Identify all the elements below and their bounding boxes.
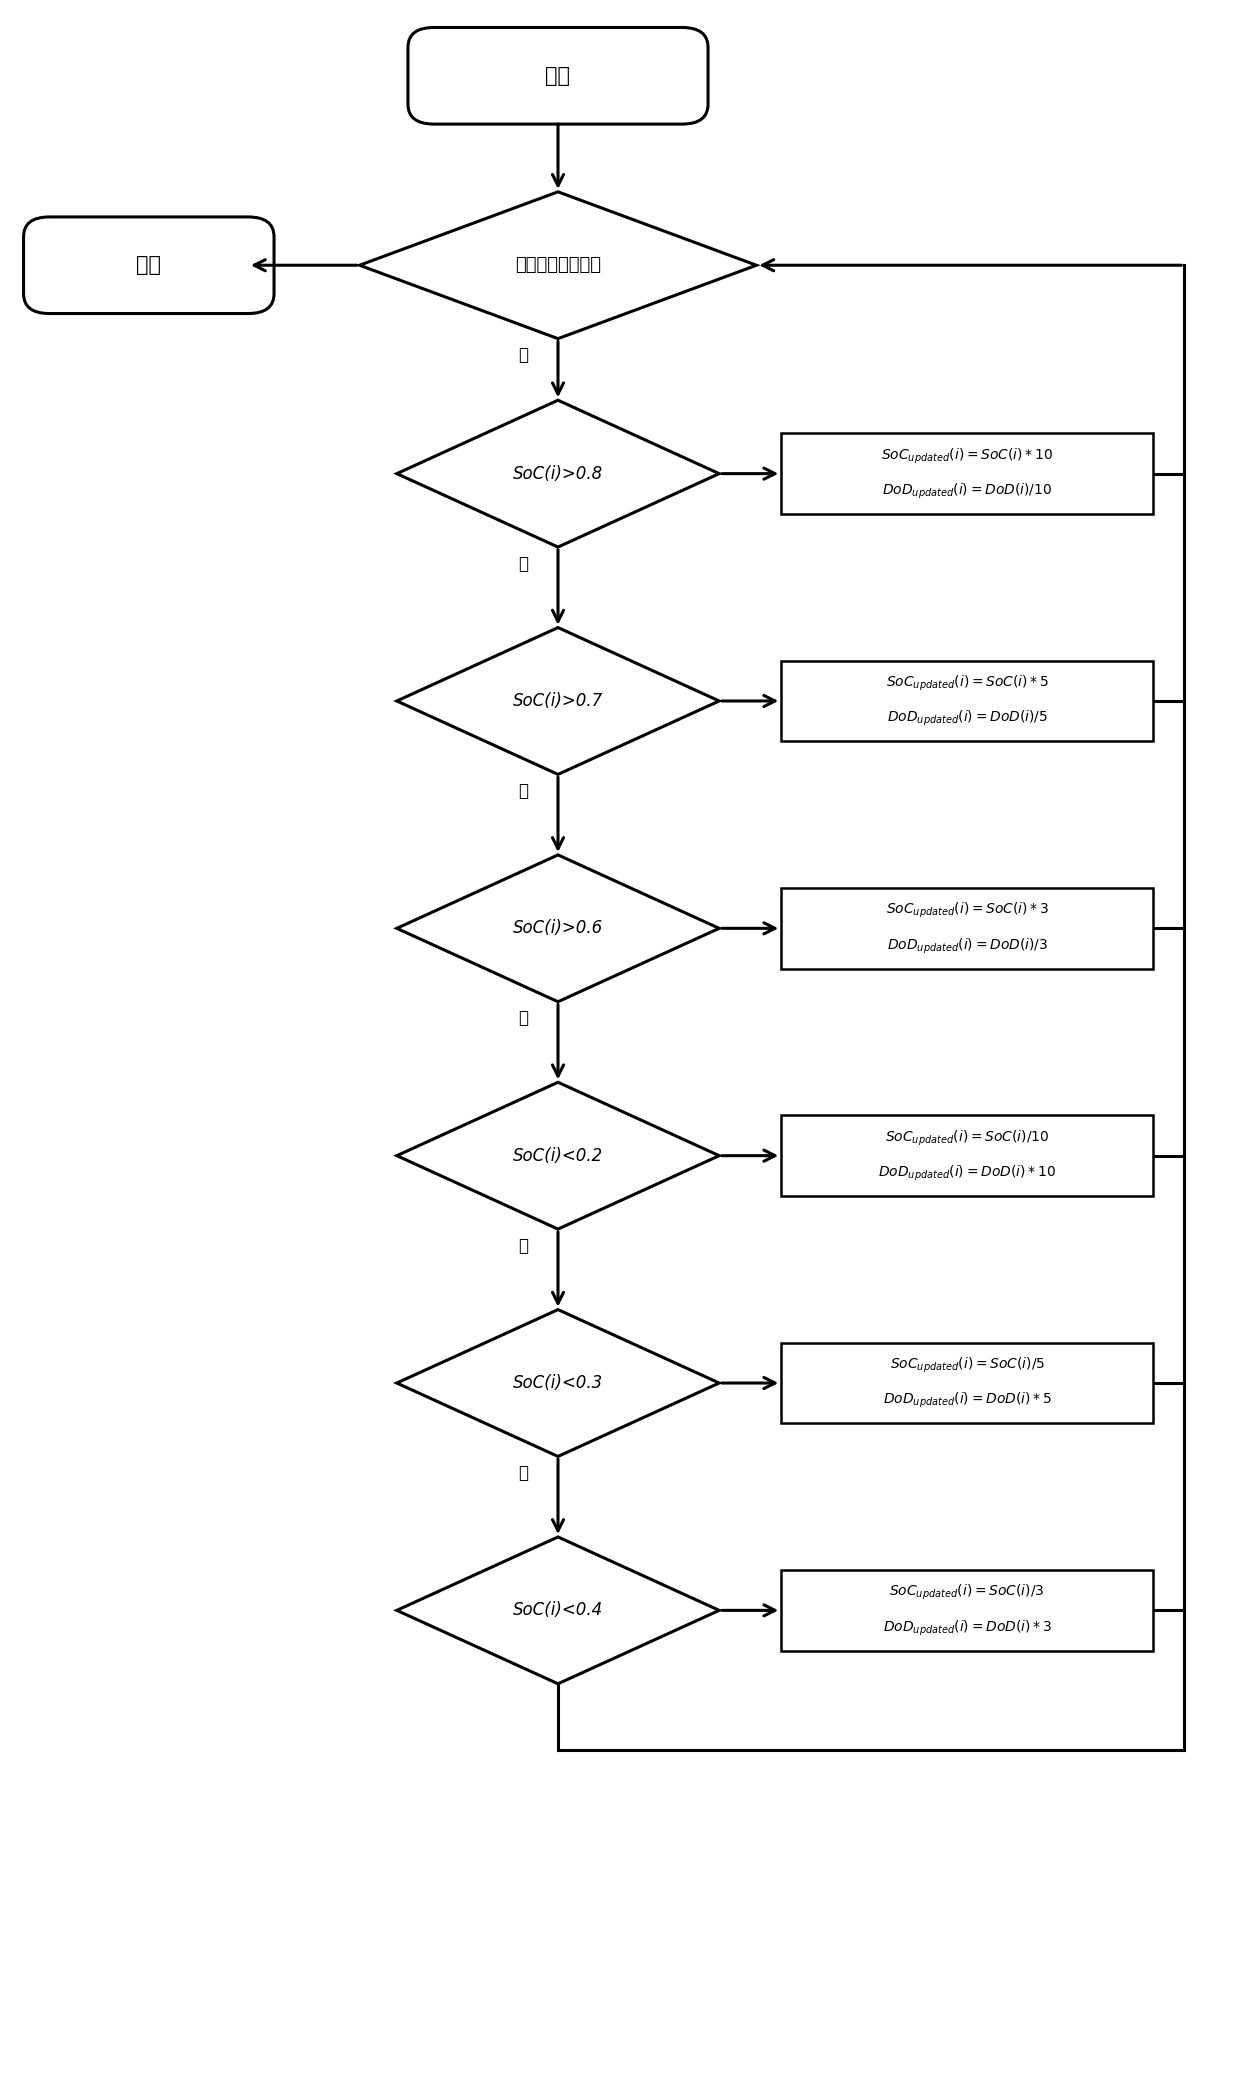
Polygon shape	[397, 1538, 719, 1684]
Text: 开始: 开始	[546, 67, 570, 85]
Text: $SoC_{updated}(i)=SoC(i)*5$: $SoC_{updated}(i)=SoC(i)*5$	[885, 673, 1049, 692]
Text: $DoD_{updated}(i)=DoD(i)*3$: $DoD_{updated}(i)=DoD(i)*3$	[883, 1619, 1052, 1638]
Text: $DoD_{updated}(i)=DoD(i)/5$: $DoD_{updated}(i)=DoD(i)/5$	[887, 709, 1048, 727]
Text: SoC(i)<0.4: SoC(i)<0.4	[513, 1601, 603, 1619]
Bar	[781, 1115, 1153, 1196]
Text: 否: 否	[518, 1236, 528, 1255]
Bar	[781, 661, 1153, 742]
Text: 否: 否	[518, 346, 528, 365]
Text: SoC(i)>0.7: SoC(i)>0.7	[513, 692, 603, 711]
Text: 否: 否	[518, 1009, 528, 1027]
Text: 是否完成所有更新: 是否完成所有更新	[515, 256, 601, 275]
Text: 否: 否	[518, 782, 528, 800]
Bar	[781, 888, 1153, 969]
Text: SoC(i)>0.6: SoC(i)>0.6	[513, 919, 603, 938]
Text: 结束: 结束	[136, 254, 161, 275]
Text: $SoC_{updated}(i)=SoC(i)/10$: $SoC_{updated}(i)=SoC(i)/10$	[885, 1127, 1049, 1148]
Text: SoC(i)>0.8: SoC(i)>0.8	[513, 465, 603, 483]
Text: $SoC_{updated}(i)=SoC(i)*3$: $SoC_{updated}(i)=SoC(i)*3$	[885, 900, 1049, 921]
Text: $DoD_{updated}(i)=DoD(i)*5$: $DoD_{updated}(i)=DoD(i)*5$	[883, 1392, 1052, 1411]
Text: $SoC_{updated}(i)=SoC(i)/3$: $SoC_{updated}(i)=SoC(i)/3$	[889, 1584, 1045, 1603]
Text: $DoD_{updated}(i)=DoD(i)*10$: $DoD_{updated}(i)=DoD(i)*10$	[878, 1163, 1056, 1184]
Bar	[781, 433, 1153, 515]
Polygon shape	[397, 854, 719, 1002]
Text: SoC(i)<0.3: SoC(i)<0.3	[513, 1373, 603, 1392]
Text: $SoC_{updated}(i)=SoC(i)*10$: $SoC_{updated}(i)=SoC(i)*10$	[882, 446, 1053, 465]
Polygon shape	[397, 1309, 719, 1457]
Text: 否: 否	[518, 1463, 528, 1482]
Polygon shape	[397, 1082, 719, 1230]
FancyBboxPatch shape	[408, 27, 708, 125]
Bar	[781, 1569, 1153, 1651]
Text: $DoD_{updated}(i)=DoD(i)/10$: $DoD_{updated}(i)=DoD(i)/10$	[882, 481, 1053, 500]
Text: $SoC_{updated}(i)=SoC(i)/5$: $SoC_{updated}(i)=SoC(i)/5$	[889, 1357, 1045, 1375]
Text: SoC(i)<0.2: SoC(i)<0.2	[513, 1146, 603, 1165]
Polygon shape	[397, 400, 719, 546]
Bar	[781, 1342, 1153, 1423]
FancyBboxPatch shape	[24, 217, 274, 313]
Polygon shape	[397, 627, 719, 775]
Text: $DoD_{updated}(i)=DoD(i)/3$: $DoD_{updated}(i)=DoD(i)/3$	[887, 936, 1048, 957]
Polygon shape	[360, 192, 756, 338]
Text: 否: 否	[518, 554, 528, 573]
